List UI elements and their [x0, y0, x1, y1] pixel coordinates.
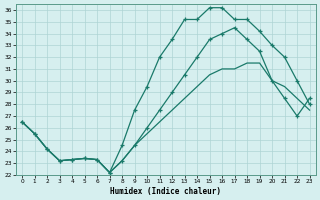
X-axis label: Humidex (Indice chaleur): Humidex (Indice chaleur): [110, 187, 221, 196]
